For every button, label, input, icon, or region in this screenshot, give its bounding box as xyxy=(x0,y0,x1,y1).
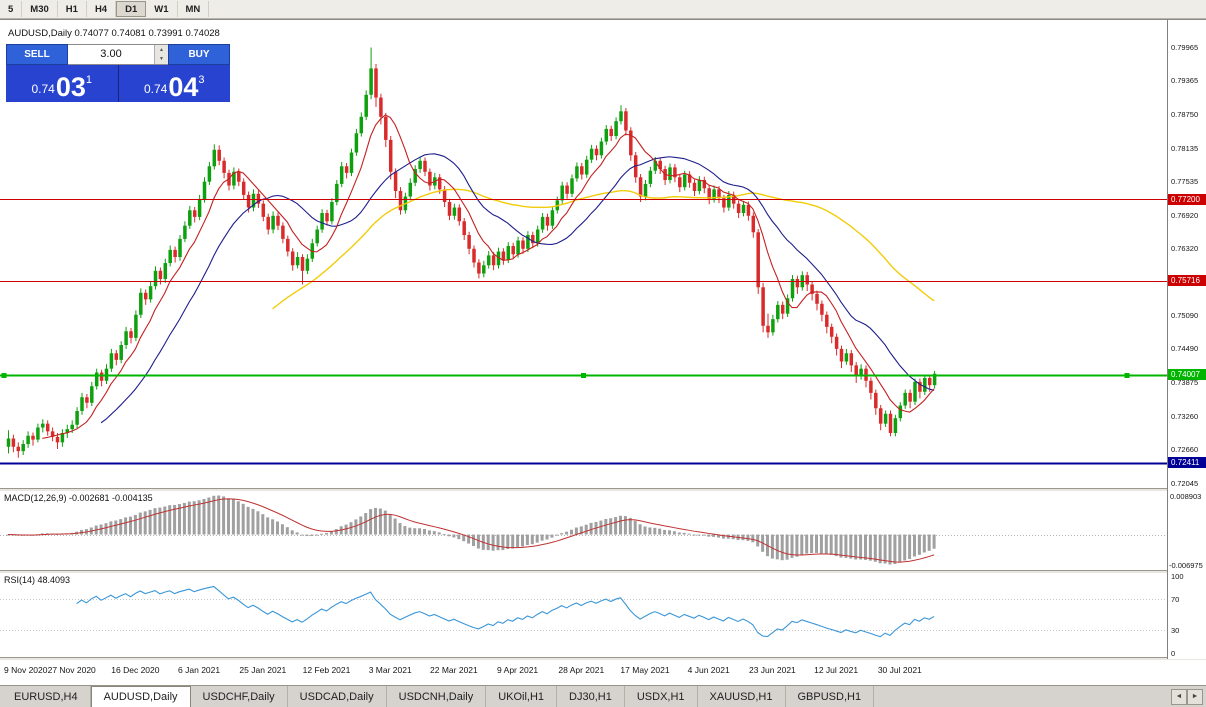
chart-tab-label: AUDUSD,Daily xyxy=(103,691,178,703)
date-axis-label: 27 Nov 2020 xyxy=(47,665,96,675)
rsi-axis-label: 30 xyxy=(1171,625,1180,635)
date-axis-label: 16 Dec 2020 xyxy=(111,665,160,675)
chart-tab-label: XAUUSD,H1 xyxy=(709,690,773,703)
sell-button[interactable]: SELL xyxy=(6,44,68,65)
chart-tab[interactable]: GBPUSD,H1 xyxy=(786,686,875,707)
chart-tab[interactable]: UKOil,H1 xyxy=(486,686,558,707)
date-axis-label: 3 Mar 2021 xyxy=(368,665,412,675)
price-line-label[interactable]: 0.72411 xyxy=(1168,457,1206,469)
tab-scroll-left-icon[interactable]: ◄ xyxy=(1171,688,1187,705)
chart-tabs-bar: EURUSD,H4 AUDUSD,Daily USDCHF,Daily USDCAD,… xyxy=(0,685,1206,707)
rsi-indicator-canvas[interactable] xyxy=(0,572,1167,657)
timeframe-button[interactable]: 5 xyxy=(0,1,23,17)
buy-quote-pip-digit: 3 xyxy=(198,74,205,86)
chart-tab[interactable]: XAUUSD,H1 xyxy=(698,686,786,707)
date-axis-label: 22 Mar 2021 xyxy=(430,665,478,675)
price-axis-label: 0.75090 xyxy=(1171,311,1199,321)
pane-divider[interactable] xyxy=(0,657,1206,660)
price-axis-label: 0.73875 xyxy=(1171,378,1199,388)
chart-tab-label: EURUSD,H4 xyxy=(14,690,78,703)
sell-quote-prefix: 0.74 xyxy=(31,82,55,96)
volume-input[interactable]: 3.00 xyxy=(100,48,122,60)
rsi-axis-label: 0 xyxy=(1171,649,1176,658)
volume-up-icon[interactable]: ▲ xyxy=(155,45,168,55)
chart-tab-label: GBPUSD,H1 xyxy=(797,690,862,703)
price-axis-label: 0.79365 xyxy=(1171,76,1199,86)
chart-tab[interactable]: USDX,H1 xyxy=(625,686,698,707)
date-axis-label: 23 Jun 2021 xyxy=(748,665,796,675)
timeframe-button[interactable]: H1 xyxy=(58,1,87,17)
date-axis-label: 25 Jan 2021 xyxy=(239,665,287,675)
chart-tabs: EURUSD,H4 AUDUSD,Daily USDCHF,Daily USDCAD,… xyxy=(2,686,875,707)
timeframe-button[interactable]: M30 xyxy=(22,1,58,17)
chart-tab-label: USDCHF,Daily xyxy=(202,690,275,703)
timeframe-button[interactable]: W1 xyxy=(146,1,178,17)
tab-scroll-right-icon[interactable]: ► xyxy=(1187,688,1203,705)
macd-axis-max: 0.008903 xyxy=(1170,492,1202,501)
price-axis-label: 0.77535 xyxy=(1171,176,1199,186)
timeframe-button[interactable]: MN xyxy=(178,1,210,17)
rsi-axis-label: 70 xyxy=(1171,595,1180,605)
timeframe-toolbar: 5 M30 H1 H4 D1 W1 MN xyxy=(0,0,1206,19)
date-axis-label: 6 Jan 2021 xyxy=(178,665,221,675)
macd-indicator-canvas[interactable] xyxy=(0,490,1167,570)
chart-tab-label: USDCAD,Daily xyxy=(299,690,374,703)
price-line-label[interactable]: 0.77200 xyxy=(1168,193,1206,205)
price-axis[interactable] xyxy=(1167,20,1206,659)
price-axis-label: 0.76320 xyxy=(1171,243,1199,253)
price-axis-label: 0.72045 xyxy=(1171,478,1199,488)
chart-tab[interactable]: AUDUSD,Daily xyxy=(90,686,191,707)
chart-tab[interactable]: DJ30,H1 xyxy=(557,686,625,707)
chart-tab[interactable]: USDCHF,Daily xyxy=(191,686,288,707)
date-axis-label: 9 Apr 2021 xyxy=(497,665,539,675)
price-axis-label: 0.73260 xyxy=(1171,411,1199,421)
pane-divider[interactable] xyxy=(0,488,1206,491)
price-axis-label: 0.78135 xyxy=(1171,143,1199,153)
date-axis-label: 4 Jun 2021 xyxy=(687,665,730,675)
price-axis-label: 0.78750 xyxy=(1171,110,1199,120)
rsi-axis-label: 100 xyxy=(1171,572,1184,581)
chart-tab[interactable]: USDCNH,Daily xyxy=(387,686,487,707)
sell-quote[interactable]: 0.74 03 1 xyxy=(6,65,119,102)
volume-field: 3.00 ▲ ▼ xyxy=(68,44,168,65)
date-axis-label: 30 Jul 2021 xyxy=(877,665,922,675)
chart-tab-label: UKOil,H1 xyxy=(498,690,545,703)
chart-window: AUDUSD,Daily 0.74077 0.74081 0.73991 0.7… xyxy=(0,19,1206,685)
volume-down-icon[interactable]: ▼ xyxy=(155,54,168,64)
buy-quote[interactable]: 0.74 04 3 xyxy=(118,65,230,102)
macd-panel-label: MACD(12,26,9) -0.002681 -0.004135 xyxy=(4,493,153,503)
price-axis-label: 0.72660 xyxy=(1171,444,1199,454)
timeframe-button[interactable]: H4 xyxy=(87,1,117,17)
chart-tab-label: USDCNH,Daily xyxy=(398,690,474,703)
price-axis-label: 0.79965 xyxy=(1171,43,1199,53)
chart-tab[interactable]: USDCAD,Daily xyxy=(288,686,387,707)
price-line-label[interactable]: 0.74007 xyxy=(1168,369,1206,381)
chart-ohlc-readout: AUDUSD,Daily 0.74077 0.74081 0.73991 0.7… xyxy=(8,28,220,39)
buy-button[interactable]: BUY xyxy=(168,44,230,65)
chart-tab-label: DJ30,H1 xyxy=(569,690,612,703)
price-axis-label: 0.76920 xyxy=(1171,210,1199,220)
buy-quote-big-digits: 04 xyxy=(168,72,199,102)
one-click-trading-panel: SELL 3.00 ▲ ▼ BUY 0.74 03 1 0.74 04 3 xyxy=(6,44,230,102)
timeframe-button[interactable]: D1 xyxy=(116,1,147,17)
sell-quote-pip-digit: 1 xyxy=(85,74,93,86)
date-axis-label: 12 Feb 2021 xyxy=(302,665,351,675)
chart-tab-label: USDX,H1 xyxy=(636,690,685,703)
pane-divider[interactable] xyxy=(0,570,1206,573)
date-axis-label: 17 May 2021 xyxy=(620,665,670,675)
price-axis-label: 0.74490 xyxy=(1171,344,1199,354)
tab-scroll-controls: ◄ ► xyxy=(1171,686,1206,707)
macd-axis-min: -0.006975 xyxy=(1169,561,1203,570)
buy-quote-prefix: 0.74 xyxy=(143,82,168,96)
timeframe-buttons: 5 M30 H1 H4 D1 W1 MN xyxy=(0,1,210,17)
sell-quote-big-digits: 03 xyxy=(55,72,86,102)
price-line-label[interactable]: 0.75716 xyxy=(1168,275,1206,287)
date-axis-label: 28 Apr 2021 xyxy=(558,665,605,675)
date-axis-label: 9 Nov 2020 xyxy=(4,665,48,675)
chart-tab[interactable]: EURUSD,H4 xyxy=(2,686,91,707)
date-axis-label: 12 Jul 2021 xyxy=(814,665,859,675)
rsi-panel-label: RSI(14) 48.4093 xyxy=(4,575,71,585)
